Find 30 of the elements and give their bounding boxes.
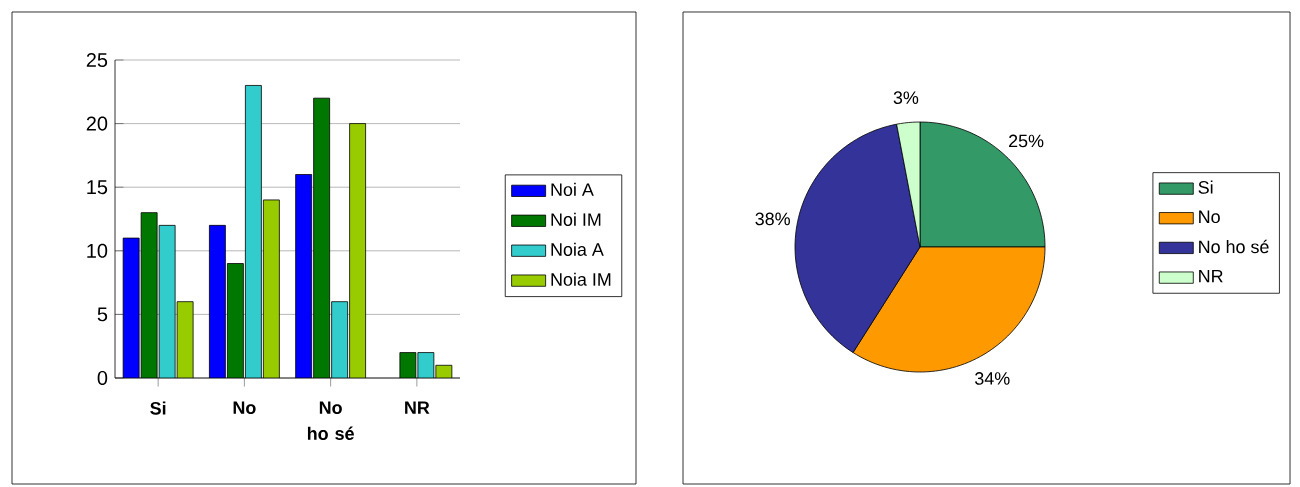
x-tick-label: Si (150, 401, 166, 415)
bar (245, 85, 262, 378)
bar (349, 123, 366, 378)
y-tick-label: 25 (86, 52, 108, 68)
bar (209, 225, 226, 378)
bar (263, 199, 280, 378)
legend-label: No (1199, 210, 1220, 224)
x-tick-label: No ho sé (307, 401, 354, 440)
bar (331, 301, 348, 378)
y-tick-label: 20 (86, 116, 108, 131)
x-tick-label: NR (405, 401, 430, 414)
data-label: 3% (893, 91, 919, 105)
bar (313, 98, 330, 378)
legend-label: Noi IM (551, 212, 601, 226)
data-label: 25% (1009, 134, 1044, 148)
legend-label: Noia IM (551, 272, 611, 286)
legend-label: Si (1198, 180, 1213, 194)
bar (295, 174, 313, 378)
legend-label: NR (1199, 269, 1223, 283)
legend-label: Noi A (551, 182, 594, 197)
bar (227, 263, 244, 378)
x-tick-label: No (233, 401, 256, 415)
data-label: 34% (975, 372, 1010, 385)
y-tick-label: 0 (97, 370, 108, 386)
legend-label: Noia A (551, 242, 604, 256)
legend-label: No ho sé (1199, 239, 1269, 254)
y-tick-label: 5 (97, 307, 108, 322)
y-tick-label: 10 (87, 243, 108, 258)
y-tick-label: 15 (87, 180, 108, 195)
data-label: 38% (755, 212, 790, 226)
